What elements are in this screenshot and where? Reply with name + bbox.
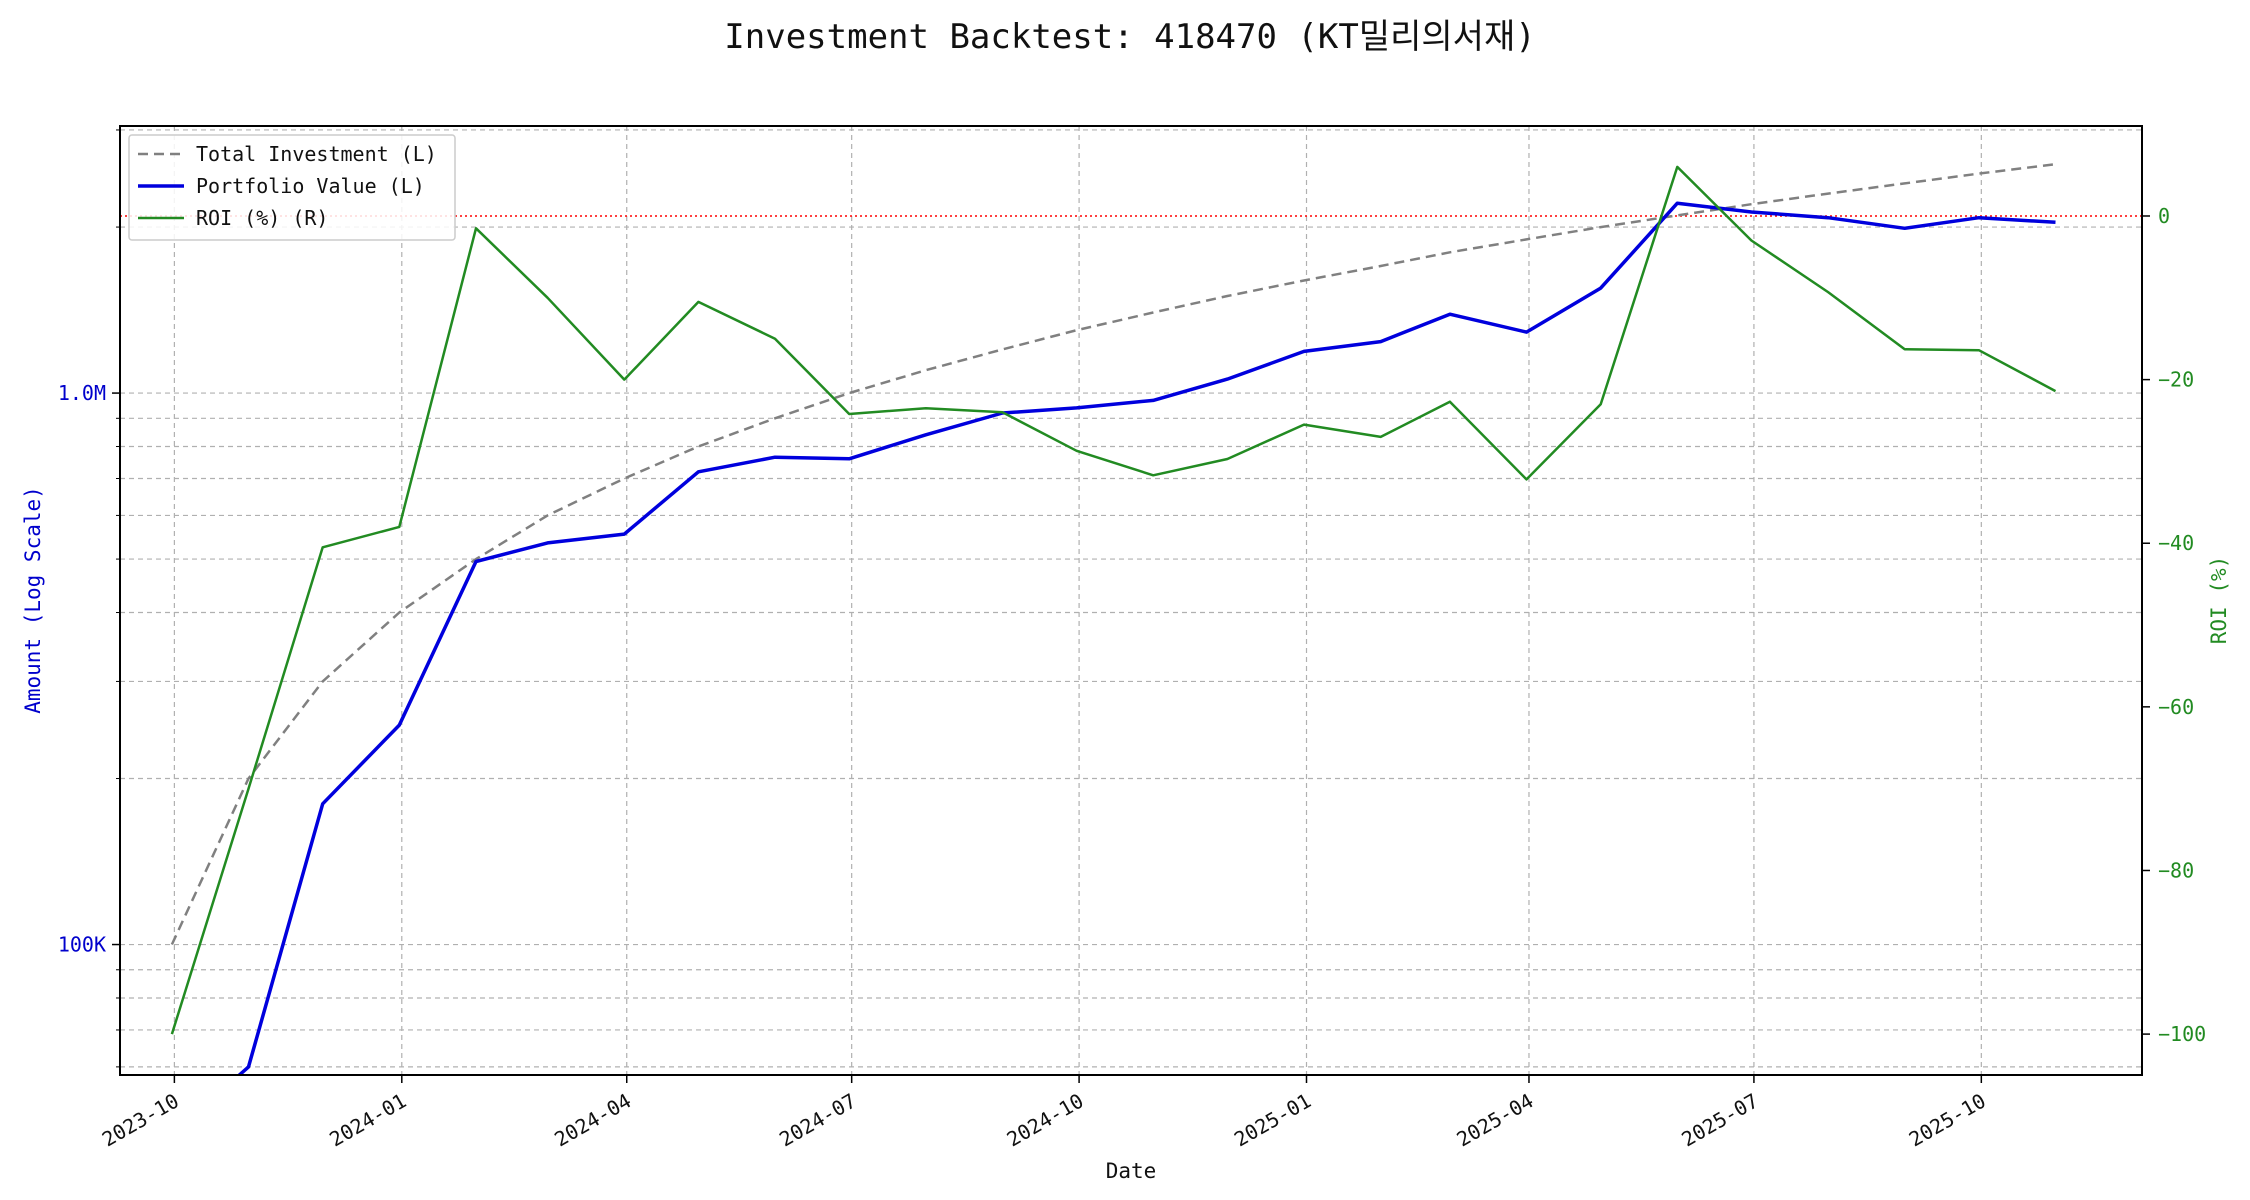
plot-frame	[119, 125, 2143, 1076]
right-y-tick-label: −80	[2158, 858, 2194, 882]
left-y-axis: 100K 1.0M	[58, 129, 120, 1068]
legend-box	[128, 134, 456, 241]
right-y-tick-label: 0	[2158, 204, 2170, 228]
x-axis-label: Date	[1106, 1159, 1157, 1183]
legend-label-roi: ROI (%) (R)	[196, 206, 328, 230]
portfolio-value-line	[236, 201, 2056, 1075]
roi-line	[170, 165, 2057, 1035]
left-y-axis-label: Amount (Log Scale)	[21, 486, 45, 714]
right-y-tick-label: −60	[2158, 695, 2194, 719]
right-y-tick-label: −100	[2158, 1022, 2206, 1046]
right-y-tick-label: −40	[2158, 531, 2194, 555]
legend: Total Investment (L) Portfolio Value (L)…	[128, 134, 456, 241]
chart-title: Investment Backtest: 418470 (KT밀리의서재)	[724, 17, 1535, 57]
right-y-tick-label: −20	[2158, 368, 2194, 392]
legend-label-portfolio-value: Portfolio Value (L)	[196, 174, 425, 198]
grid	[120, 126, 2142, 1075]
total-investment-line	[170, 162, 2056, 946]
series-layer	[170, 162, 2057, 1075]
right-y-axis: 0 −20 −40 −60 −80 −100	[2142, 204, 2206, 1046]
right-y-axis-label: ROI (%)	[2207, 556, 2231, 645]
legend-label-total-investment: Total Investment (L)	[196, 142, 437, 166]
left-y-tick-label: 1.0M	[58, 381, 106, 405]
left-y-tick-label: 100K	[58, 933, 106, 957]
